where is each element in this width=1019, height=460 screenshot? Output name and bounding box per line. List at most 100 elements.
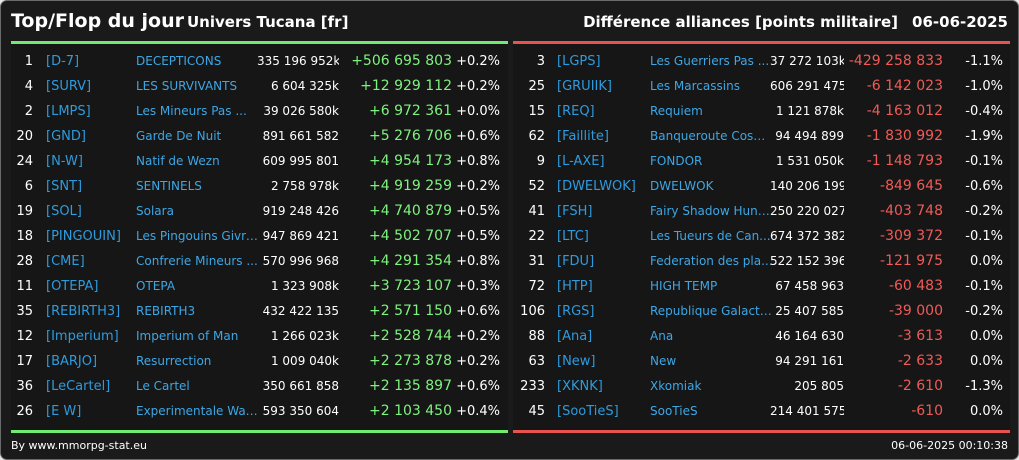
alliance-name: Les Marcassins: [650, 79, 740, 93]
alliance-tag[interactable]: [SURV]: [46, 79, 92, 94]
alliance-points: 606 291 475: [770, 79, 844, 93]
points-difference: -309 372: [880, 228, 943, 244]
percent-change: 0.0%: [969, 404, 1003, 419]
top-gainers-panel: 1 [D-7] DECEPTICONS 335 196 952k +506 695 80…: [11, 41, 508, 433]
alliance-tag[interactable]: [HTP]: [557, 279, 593, 294]
alliance-tag[interactable]: [LTC]: [557, 229, 589, 244]
alliance-tag[interactable]: [Ana]: [557, 329, 593, 344]
alliance-tag[interactable]: [N-W]: [46, 154, 83, 169]
flop-row: 52 [DWELWOK] DWELWOK 140 206 199 -849 645 -0.…: [513, 174, 1010, 199]
alliance-tag[interactable]: [RGS]: [557, 304, 595, 319]
alliance-rank: 24: [16, 154, 33, 169]
alliance-tag[interactable]: [GRUIIK]: [557, 79, 612, 94]
alliance-tag[interactable]: [E W]: [46, 404, 82, 419]
alliance-name: LES SURVIVANTS: [136, 79, 238, 93]
percent-change: -1.0%: [965, 79, 1003, 94]
percent-change: 0.0%: [969, 254, 1003, 269]
flop-row: 233 [XKNK] Xkomiak 205 805 -2 610 -1.3%: [513, 374, 1010, 399]
points-difference: -403 748: [880, 203, 943, 219]
percent-change: -0.1%: [965, 229, 1003, 244]
percent-change: +0.6%: [456, 304, 500, 319]
percent-change: +0.2%: [456, 54, 500, 69]
alliance-points: 2 758 978k: [270, 179, 339, 193]
percent-change: +0.4%: [456, 404, 500, 419]
alliance-tag[interactable]: [REBIRTH3]: [46, 304, 121, 319]
alliance-rank: 15: [528, 104, 545, 119]
alliance-rank: 63: [528, 354, 545, 369]
points-difference: +4 502 707: [369, 228, 452, 244]
alliance-tag[interactable]: [DWELWOK]: [557, 179, 636, 194]
flop-row: 41 [FSH] Fairy Shadow Hunte... 250 220 027 -…: [513, 199, 1010, 224]
alliance-name: REBIRTH3: [136, 304, 196, 318]
percent-change: +0.8%: [456, 254, 500, 269]
alliance-tag[interactable]: [Imperium]: [46, 329, 119, 344]
alliance-rank: 52: [528, 179, 545, 194]
alliance-tag[interactable]: [LeCartel]: [46, 379, 111, 394]
alliance-name: Xkomiak: [650, 379, 702, 393]
alliance-tag[interactable]: [BARJO]: [46, 354, 98, 369]
alliance-points: 891 661 582: [262, 129, 339, 143]
alliance-tag[interactable]: [SOL]: [46, 204, 82, 219]
page-title: Top/Flop du jour: [11, 10, 184, 32]
alliance-rank: 3: [536, 54, 545, 69]
flop-row: 3 [LGPS] Les Guerriers Pas ... 37 272 103k -…: [513, 49, 1010, 74]
flop-row: 45 [SooTieS] SooTieS 214 401 575 -610 0.0%: [513, 399, 1010, 424]
points-difference: +2 103 450: [369, 403, 452, 419]
points-difference: -610: [911, 403, 943, 419]
alliance-name: Garde De Nuit: [136, 129, 222, 143]
percent-change: 0.0%: [969, 329, 1003, 344]
points-difference: +4 740 879: [369, 203, 452, 219]
alliance-tag[interactable]: [L-AXE]: [557, 154, 605, 169]
alliance-tag[interactable]: [LGPS]: [557, 54, 601, 69]
alliance-tag[interactable]: [New]: [557, 354, 596, 369]
top-row: 1 [D-7] DECEPTICONS 335 196 952k +506 695 80…: [11, 49, 508, 74]
alliance-points: 140 206 199: [770, 179, 844, 193]
alliance-rank: 9: [536, 154, 545, 169]
alliance-rank: 11: [16, 279, 33, 294]
points-difference: +4 954 173: [369, 153, 452, 169]
alliance-tag[interactable]: [FSH]: [557, 204, 593, 219]
alliance-name: New: [650, 354, 677, 368]
alliance-tag[interactable]: [FDU]: [557, 254, 595, 269]
alliance-points: 609 995 801: [262, 154, 339, 168]
alliance-tag[interactable]: [LMPS]: [46, 104, 91, 119]
alliance-tag[interactable]: [SooTieS]: [557, 404, 619, 419]
alliance-name: Ana: [650, 329, 674, 343]
percent-change: +0.2%: [456, 329, 500, 344]
alliance-points: 1 009 040k: [270, 354, 339, 368]
percent-change: +0.6%: [456, 129, 500, 144]
top-row: 26 [E W] Experimentale Wav... 593 350 604 +2…: [11, 399, 508, 424]
alliance-tag[interactable]: [SNT]: [46, 179, 83, 194]
percent-change: +0.5%: [456, 204, 500, 219]
generated-timestamp: 06-06-2025 00:10:38: [891, 439, 1008, 452]
alliance-rank: 106: [520, 304, 545, 319]
alliance-tag[interactable]: [D-7]: [46, 54, 80, 69]
alliance-points: 570 996 968: [262, 254, 339, 268]
alliance-points: 94 494 899: [775, 129, 844, 143]
alliance-name: Les Mineurs Pas ...: [136, 104, 247, 118]
alliance-name: OTEPA: [136, 279, 176, 293]
alliance-rank: 26: [16, 404, 33, 419]
alliance-tag[interactable]: [PINGOUIN]: [46, 229, 121, 244]
percent-change: +0.5%: [456, 229, 500, 244]
alliance-name: Imperium of Man: [136, 329, 239, 343]
flop-row: 88 [Ana] Ana 46 164 630 -3 613 0.0%: [513, 324, 1010, 349]
alliance-rank: 88: [528, 329, 545, 344]
alliance-tag[interactable]: [CME]: [46, 254, 85, 269]
alliance-rank: 2: [24, 104, 33, 119]
alliance-tag[interactable]: [OTEPA]: [46, 279, 99, 294]
percent-change: -1.3%: [965, 379, 1003, 394]
percent-change: +0.3%: [456, 279, 500, 294]
alliance-name: Federation des pla...: [650, 254, 773, 268]
alliance-rank: 20: [16, 129, 33, 144]
points-difference: +4 919 259: [369, 178, 452, 194]
alliance-tag[interactable]: [Faillite]: [557, 129, 609, 144]
alliance-tag[interactable]: [XKNK]: [557, 379, 603, 394]
alliance-name: Requiem: [650, 104, 703, 118]
alliance-rank: 45: [528, 404, 545, 419]
points-difference: -1 830 992: [866, 128, 943, 144]
alliance-tag[interactable]: [GND]: [46, 129, 86, 144]
alliance-rank: 6: [24, 179, 33, 194]
alliance-tag[interactable]: [REQ]: [557, 104, 595, 119]
top-row: 17 [BARJO] Resurrection 1 009 040k +2 273 87…: [11, 349, 508, 374]
